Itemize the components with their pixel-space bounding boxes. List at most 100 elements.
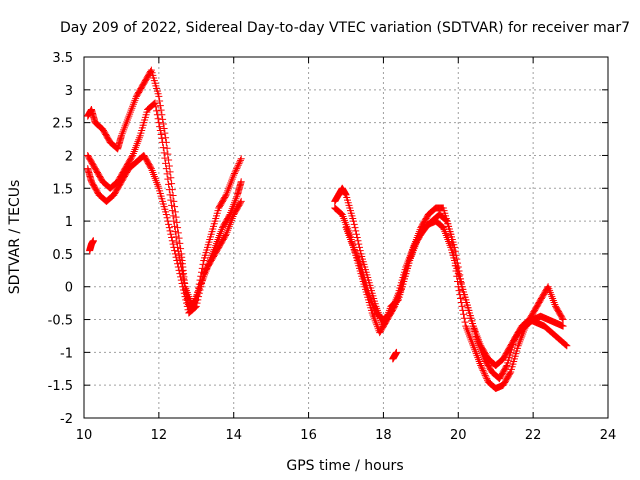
data-point bbox=[174, 229, 182, 237]
data-point bbox=[160, 125, 168, 133]
y-axis-label: SDTVAR / TECUs bbox=[7, 180, 23, 295]
data-point bbox=[237, 178, 245, 186]
data-point bbox=[230, 170, 238, 178]
data-point bbox=[180, 286, 188, 294]
data-point bbox=[173, 256, 181, 264]
data-point bbox=[352, 227, 360, 235]
data-point bbox=[199, 260, 207, 268]
data-point bbox=[168, 180, 176, 188]
data-point bbox=[177, 273, 185, 281]
data-point bbox=[177, 259, 185, 267]
data-point bbox=[353, 234, 361, 241]
data-point bbox=[236, 199, 244, 207]
data-point bbox=[393, 348, 401, 356]
data-point bbox=[460, 314, 468, 322]
data-point bbox=[480, 368, 488, 376]
data-point bbox=[354, 237, 362, 245]
data-point bbox=[561, 340, 569, 348]
data-point bbox=[237, 155, 245, 163]
series-track-7 bbox=[342, 217, 567, 369]
x-tick-label: 24 bbox=[600, 428, 617, 443]
data-point bbox=[182, 296, 190, 304]
data-point bbox=[179, 283, 187, 291]
data-point bbox=[236, 158, 244, 166]
data-point bbox=[164, 175, 172, 183]
y-tick-label: 1 bbox=[65, 215, 73, 230]
data-point bbox=[481, 371, 489, 379]
data-point bbox=[164, 150, 172, 158]
data-point bbox=[165, 180, 173, 188]
data-point bbox=[349, 217, 357, 225]
data-point bbox=[176, 270, 184, 278]
data-point bbox=[174, 260, 182, 268]
grid-lines bbox=[84, 57, 608, 418]
data-point bbox=[231, 168, 239, 176]
data-point bbox=[157, 106, 165, 114]
data-point bbox=[233, 165, 241, 173]
data-point bbox=[128, 153, 136, 161]
data-point bbox=[221, 192, 229, 200]
data-point bbox=[236, 156, 244, 164]
y-tick-label: 3 bbox=[65, 84, 73, 99]
data-point bbox=[175, 234, 183, 242]
data-point bbox=[165, 156, 173, 164]
data-point bbox=[167, 230, 175, 238]
y-tick-label: 1.5 bbox=[52, 182, 73, 197]
data-point bbox=[159, 115, 167, 123]
data-point bbox=[350, 220, 358, 228]
data-point bbox=[162, 211, 170, 219]
data-point bbox=[196, 286, 204, 294]
data-point bbox=[195, 293, 203, 301]
data-point bbox=[176, 255, 184, 263]
data-point bbox=[158, 134, 166, 142]
data-point bbox=[171, 222, 179, 230]
data-point bbox=[173, 218, 181, 226]
data-point bbox=[442, 216, 450, 224]
data-point bbox=[156, 102, 164, 110]
data-point bbox=[175, 266, 183, 274]
data-point bbox=[198, 279, 206, 287]
data-point bbox=[234, 161, 242, 169]
data-point bbox=[483, 375, 491, 383]
data-point bbox=[170, 243, 178, 251]
data-point bbox=[163, 214, 171, 222]
data-point bbox=[168, 237, 176, 245]
data-point bbox=[169, 212, 177, 220]
y-tick-label: -1.5 bbox=[48, 379, 73, 394]
data-point bbox=[181, 293, 189, 301]
data-point bbox=[162, 165, 170, 173]
data-point bbox=[155, 119, 163, 127]
y-tick-label: 0 bbox=[65, 281, 73, 296]
data-point bbox=[195, 289, 203, 297]
data-point bbox=[355, 240, 363, 248]
data-point bbox=[502, 363, 510, 371]
data-point bbox=[482, 373, 490, 381]
data-point bbox=[174, 263, 182, 271]
axis-ticks: 10 12 14 16 18 20 22 24 -2 -1.5 -1 -0.5 0 0.5 1 1.5 2 2.5… bbox=[48, 51, 617, 443]
data-point bbox=[232, 166, 240, 174]
plot-frame bbox=[83, 56, 609, 419]
data-point bbox=[176, 239, 184, 247]
y-tick-label: 3.5 bbox=[52, 51, 73, 66]
data-point bbox=[147, 67, 155, 75]
data-point bbox=[235, 160, 243, 168]
data-point bbox=[451, 247, 459, 255]
y-tick-label: 0.5 bbox=[52, 248, 73, 263]
data-point bbox=[147, 163, 155, 171]
data-point bbox=[460, 310, 468, 318]
data-point bbox=[192, 302, 200, 310]
data-point bbox=[156, 97, 164, 105]
data-point bbox=[194, 296, 202, 304]
x-tick-label: 20 bbox=[450, 428, 467, 443]
x-tick-label: 10 bbox=[76, 428, 93, 443]
x-tick-label: 16 bbox=[300, 428, 317, 443]
data-point bbox=[355, 243, 363, 251]
data-point bbox=[170, 197, 178, 205]
data-point bbox=[221, 232, 229, 240]
data-point bbox=[168, 234, 176, 241]
chart-title: Day 209 of 2022, Sidereal Day-to-day VTE… bbox=[60, 20, 630, 36]
data-point bbox=[169, 240, 177, 248]
data-point bbox=[559, 322, 567, 330]
data-point bbox=[155, 92, 163, 100]
